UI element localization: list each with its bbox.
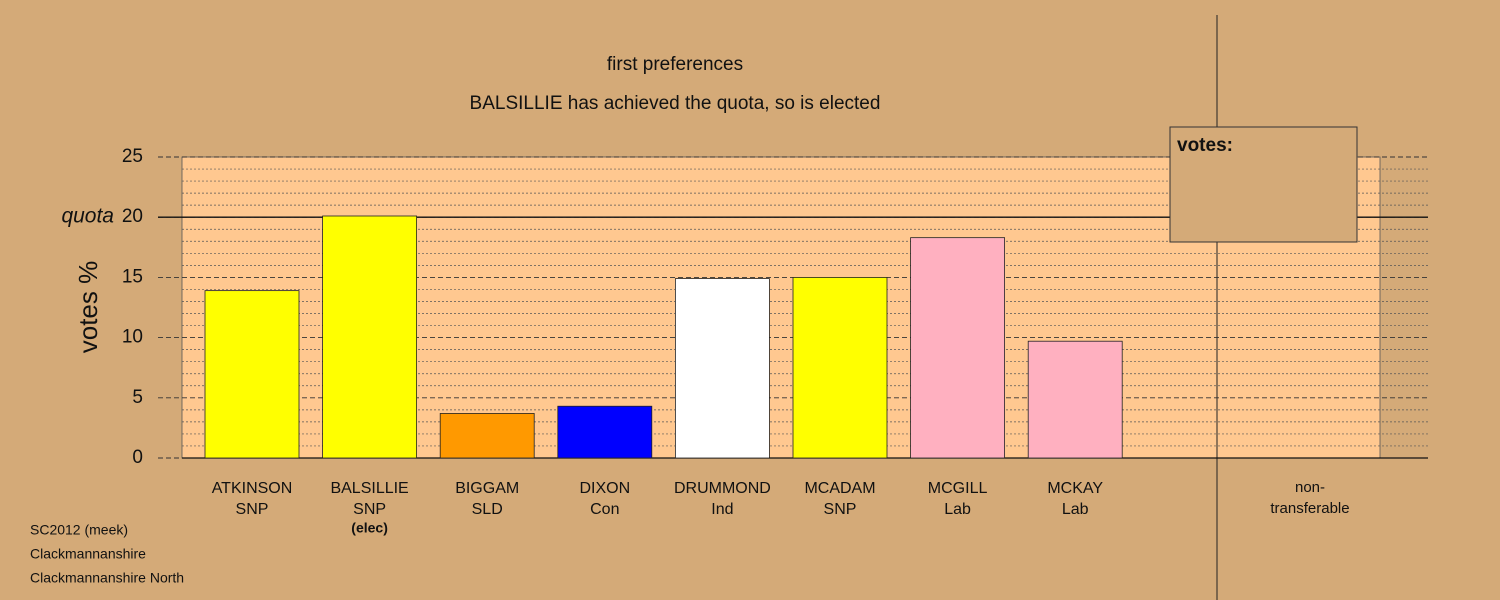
x-tick-label: SNP	[824, 501, 857, 518]
elected-note: (elec)	[351, 520, 388, 536]
x-tick-label: non-	[1295, 479, 1325, 496]
chart-subtitle: BALSILLIE has achieved the quota, so is …	[470, 93, 881, 114]
x-tick-label: DIXON	[579, 480, 630, 497]
y-tick-label: 25	[122, 146, 143, 167]
y-tick-label: 20	[122, 206, 143, 227]
x-tick-label: DRUMMOND	[674, 480, 771, 497]
x-tick-label: MCKAY	[1047, 480, 1103, 497]
chart-title: first preferences	[607, 54, 743, 75]
bar	[675, 278, 770, 459]
y-tick-label: 15	[122, 266, 143, 287]
legend-title: votes:	[1177, 135, 1233, 156]
x-tick-label: BALSILLIE	[330, 480, 408, 497]
bar	[322, 215, 418, 459]
bar	[910, 237, 1005, 459]
legend: votes:	[1169, 126, 1358, 243]
x-tick-label: SNP	[236, 501, 269, 518]
quota-label: quota	[61, 205, 114, 228]
x-tick-label: MCGILL	[928, 480, 988, 497]
bar	[204, 290, 300, 459]
x-tick-label: SNP	[353, 501, 386, 518]
x-tick-label: Lab	[1062, 501, 1089, 518]
footer-text: Clackmannanshire	[30, 546, 146, 562]
y-tick-label: 0	[132, 447, 143, 468]
bar	[1027, 340, 1123, 459]
y-tick-label: 10	[122, 327, 143, 348]
x-tick-label: BIGGAM	[455, 480, 519, 497]
x-tick-label: SLD	[472, 501, 503, 518]
x-tick-label: Lab	[944, 501, 971, 518]
x-tick-label: Con	[590, 501, 619, 518]
bar	[792, 276, 888, 459]
legend-box	[1169, 126, 1358, 243]
x-tick-label: MCADAM	[804, 480, 875, 497]
bar	[439, 413, 535, 459]
bar	[557, 405, 653, 459]
footer-text: SC2012 (meek)	[30, 522, 128, 538]
y-axis-label: votes %	[73, 261, 103, 354]
footer-text: Clackmannanshire North	[30, 570, 184, 586]
x-tick-label: transferable	[1270, 500, 1349, 517]
x-tick-label: Ind	[711, 501, 733, 518]
x-tick-label: ATKINSON	[212, 480, 293, 497]
y-tick-label: 5	[132, 387, 143, 408]
